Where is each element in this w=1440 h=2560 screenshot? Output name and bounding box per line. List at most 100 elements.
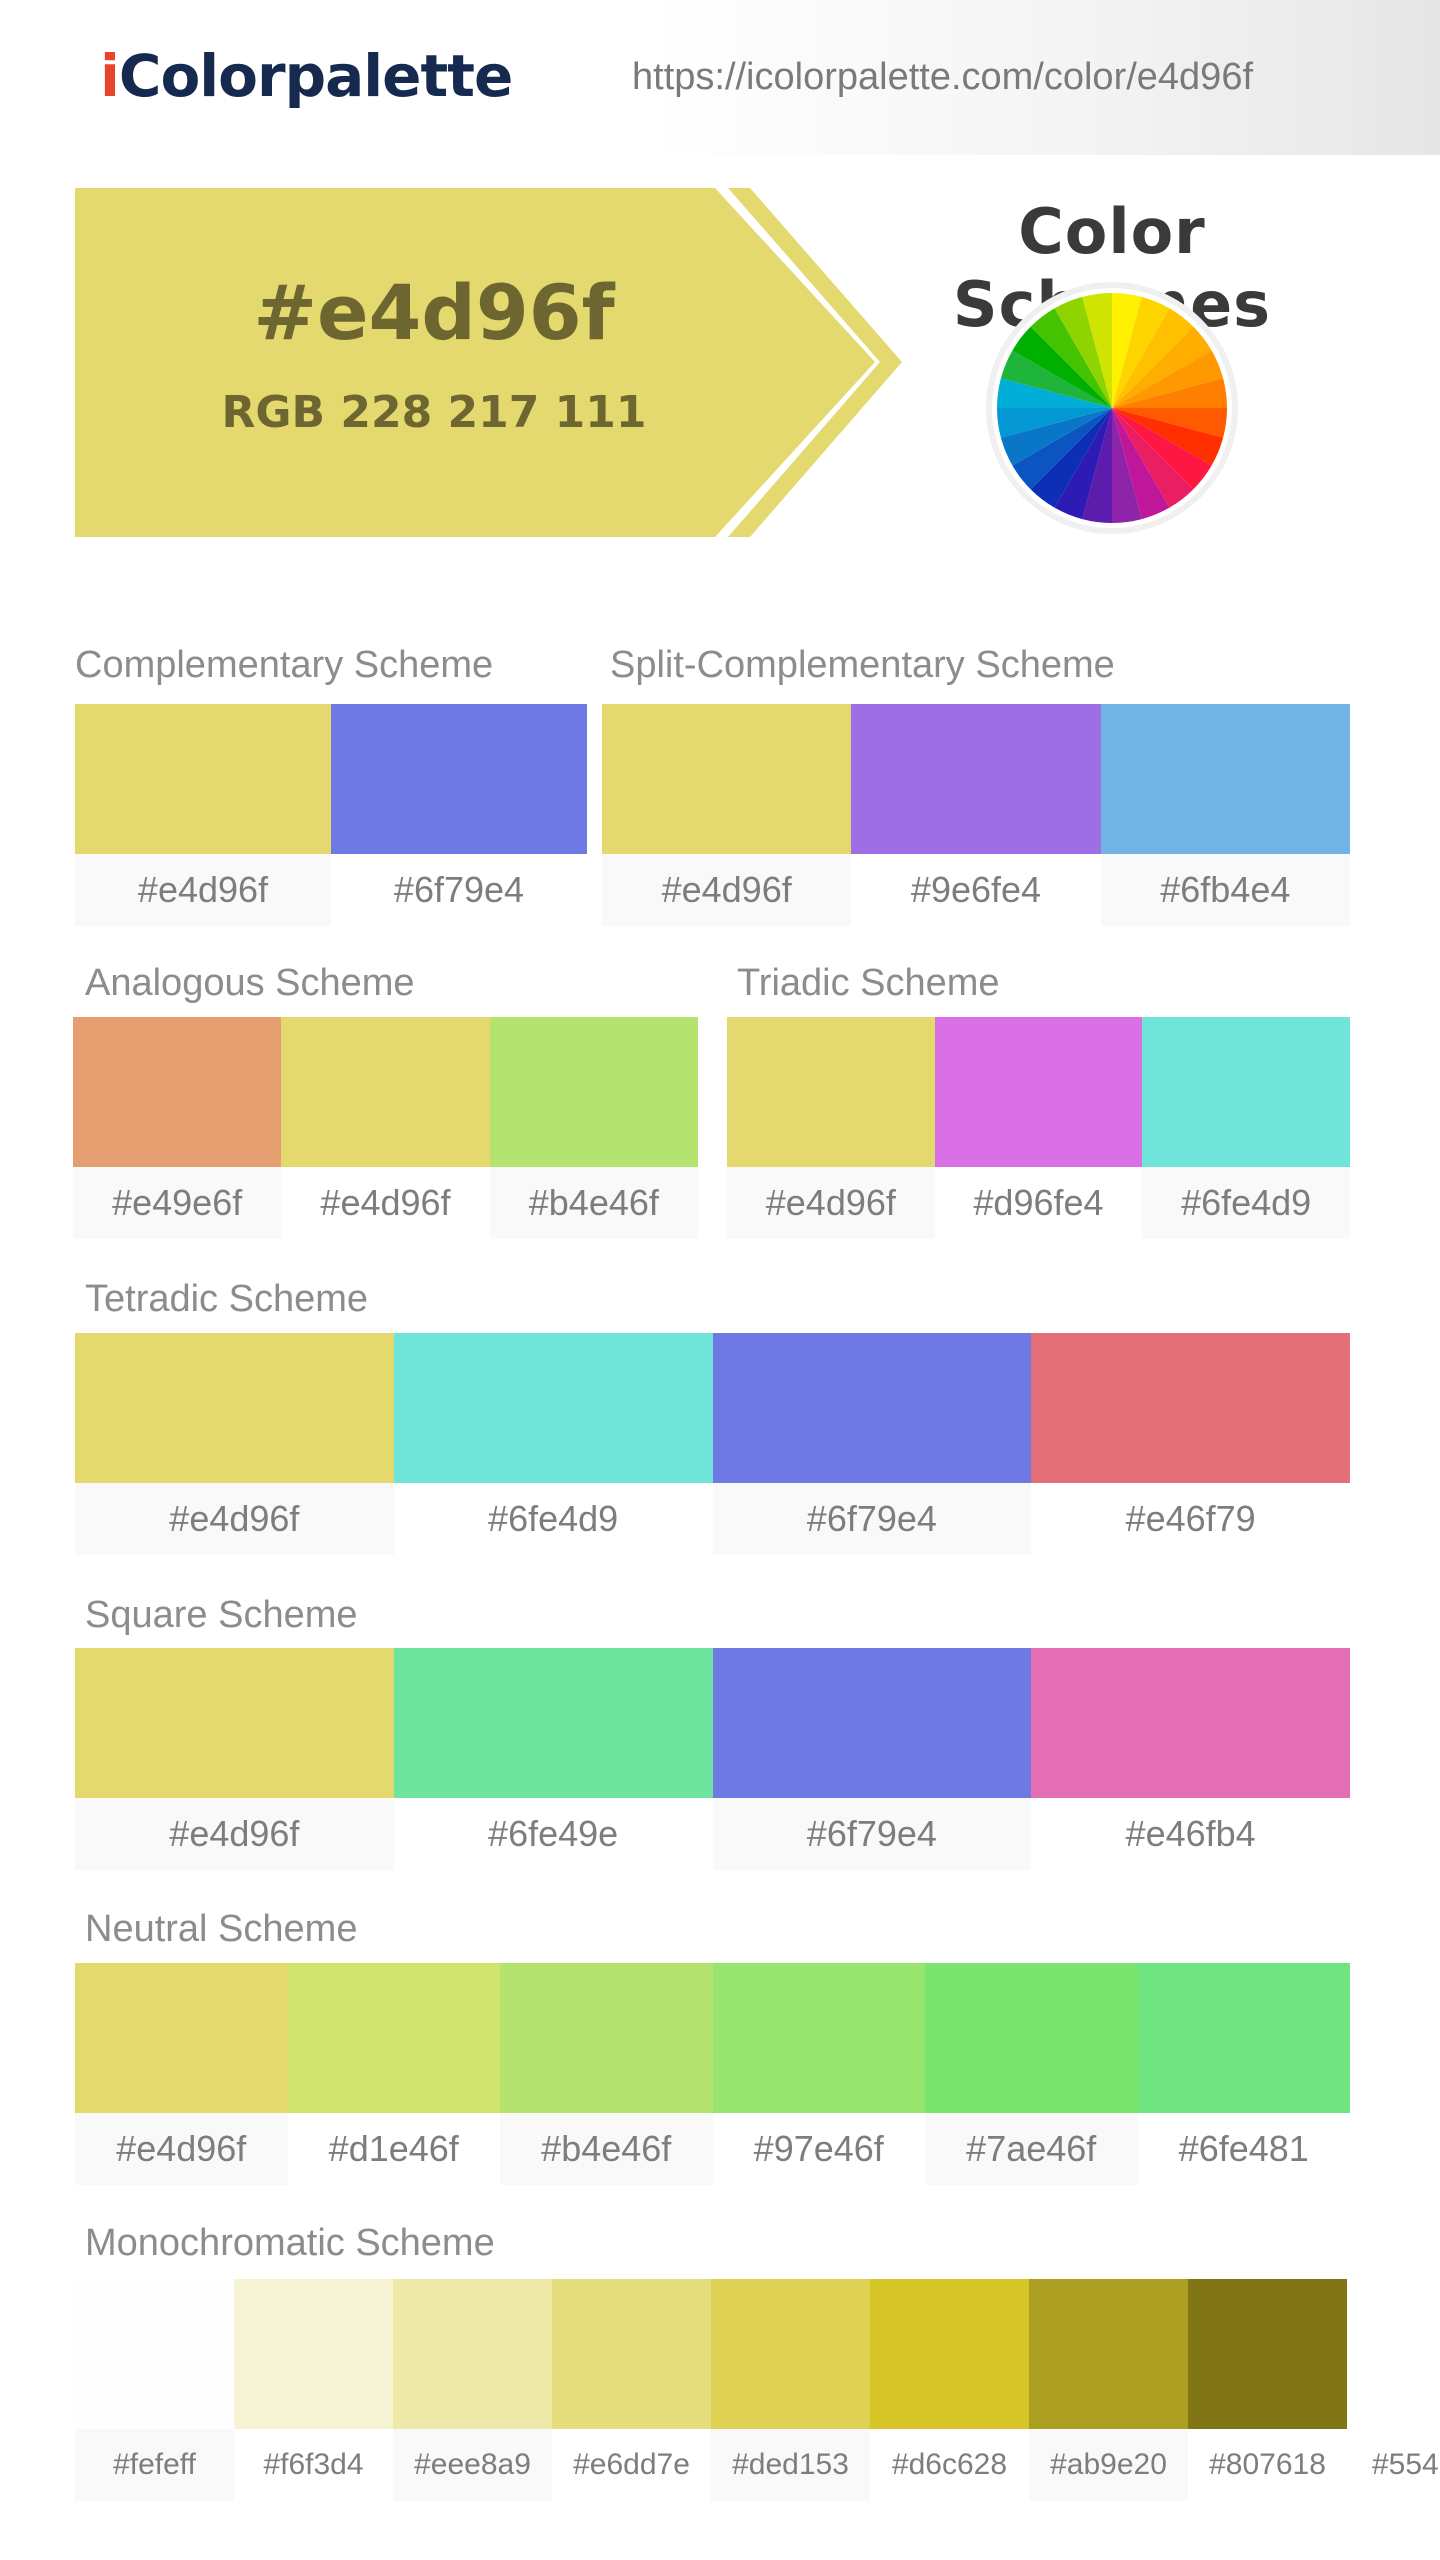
swatch-color-block[interactable] bbox=[75, 1333, 394, 1483]
swatch-hex-label: #6f79e4 bbox=[712, 1483, 1032, 1555]
color-swatch[interactable]: #e4d96f bbox=[75, 1333, 394, 1555]
color-wheel-segment bbox=[1112, 293, 1142, 408]
color-swatch[interactable]: #e4d96f bbox=[602, 704, 852, 926]
swatch-color-block[interactable] bbox=[1142, 1017, 1350, 1167]
swatch-color-block[interactable] bbox=[281, 1017, 490, 1167]
color-swatch[interactable]: #e46f79 bbox=[1031, 1333, 1350, 1555]
scheme-swatch-row: #e4d96f #9e6fe4 #6fb4e4 bbox=[602, 704, 1350, 926]
swatch-color-block[interactable] bbox=[934, 1017, 1143, 1167]
color-swatch[interactable]: #eee8a9 bbox=[393, 2279, 552, 2501]
color-swatch[interactable]: #6fb4e4 bbox=[1100, 704, 1350, 926]
scheme-swatch-row: #fefeff #f6f3d4 #eee8a9 #e6dd7e #ded153 #d6c6… bbox=[75, 2279, 1350, 2501]
color-swatch[interactable]: #d96fe4 bbox=[934, 1017, 1143, 1239]
color-wheel-segment bbox=[1012, 408, 1112, 490]
color-swatch[interactable]: #e6dd7e bbox=[552, 2279, 711, 2501]
color-swatch[interactable]: #f6f3d4 bbox=[234, 2279, 393, 2501]
color-wheel-segment bbox=[1000, 408, 1112, 466]
swatch-color-block[interactable] bbox=[75, 1963, 288, 2113]
color-wheel-segment bbox=[1112, 308, 1194, 408]
swatch-color-block[interactable] bbox=[727, 1017, 935, 1167]
swatch-color-block[interactable] bbox=[500, 1963, 713, 2113]
color-swatch[interactable]: #b4e46f bbox=[489, 1017, 698, 1239]
color-swatch[interactable]: #6f79e4 bbox=[712, 1333, 1032, 1555]
color-swatch[interactable]: #6fe4d9 bbox=[1142, 1017, 1350, 1239]
swatch-color-block[interactable] bbox=[489, 1017, 698, 1167]
color-swatch[interactable]: #e4d96f bbox=[75, 704, 331, 926]
swatch-color-block[interactable] bbox=[287, 1963, 500, 2113]
swatch-color-block[interactable] bbox=[1031, 1648, 1350, 1798]
color-swatch[interactable]: #e46fb4 bbox=[1031, 1648, 1350, 1870]
swatch-color-block[interactable] bbox=[331, 704, 587, 854]
color-swatch[interactable]: #fefeff bbox=[75, 2279, 234, 2501]
color-wheel-segment bbox=[1082, 408, 1112, 523]
color-swatch[interactable]: #ab9e20 bbox=[1029, 2279, 1188, 2501]
swatch-hex-label: #eee8a9 bbox=[393, 2429, 552, 2501]
swatch-color-block[interactable] bbox=[870, 2279, 1029, 2429]
swatch-hex-label: #d6c628 bbox=[891, 2448, 1008, 2481]
swatch-color-block[interactable] bbox=[1029, 2279, 1188, 2429]
color-swatch[interactable]: #6fe49e bbox=[393, 1648, 713, 1870]
color-swatch[interactable]: #7ae46f bbox=[925, 1963, 1138, 2185]
color-swatch[interactable]: #6fe4d9 bbox=[393, 1333, 713, 1555]
swatch-color-block[interactable] bbox=[75, 2279, 234, 2429]
swatch-color-block[interactable] bbox=[1137, 1963, 1350, 2113]
color-swatch[interactable]: #e49e6f bbox=[73, 1017, 282, 1239]
scheme-title: Neutral Scheme bbox=[85, 1908, 358, 1950]
scheme-title: Analogous Scheme bbox=[85, 962, 415, 1004]
color-swatch[interactable]: #6f79e4 bbox=[331, 704, 587, 926]
swatch-color-block[interactable] bbox=[234, 2279, 393, 2429]
swatch-color-block[interactable] bbox=[851, 704, 1101, 854]
scheme-title: Complementary Scheme bbox=[75, 644, 494, 686]
swatch-color-block[interactable] bbox=[1031, 1333, 1350, 1483]
color-swatch[interactable]: #d6c628 bbox=[870, 2279, 1029, 2501]
swatch-hex-label: #6fb4e4 bbox=[1100, 854, 1350, 926]
site-logo[interactable]: iColorpalette bbox=[100, 42, 513, 110]
swatch-hex-label: #e4d96f bbox=[75, 854, 331, 926]
color-wheel-segment bbox=[1112, 408, 1170, 520]
scheme-swatch-row: #e4d96f #6fe49e #6f79e4 #e46fb4 bbox=[75, 1648, 1350, 1870]
color-swatch[interactable]: #6fe481 bbox=[1137, 1963, 1350, 2185]
color-swatch[interactable]: #e4d96f bbox=[75, 1648, 394, 1870]
swatch-hex-label: #6f79e4 bbox=[393, 869, 525, 910]
hero-hex-code: #e4d96f bbox=[253, 268, 615, 357]
color-swatch[interactable]: #d1e46f bbox=[287, 1963, 500, 2185]
hero-color-block bbox=[75, 188, 875, 537]
swatch-color-block[interactable] bbox=[1188, 2279, 1347, 2429]
color-swatch[interactable]: #e4d96f bbox=[727, 1017, 935, 1239]
swatch-hex-label: #e4d96f bbox=[75, 1798, 394, 1870]
swatch-color-block[interactable] bbox=[73, 1017, 282, 1167]
color-swatch[interactable]: #e4d96f bbox=[75, 1963, 288, 2185]
color-swatch[interactable]: #e4d96f bbox=[281, 1017, 490, 1239]
color-swatch[interactable]: #b4e46f bbox=[500, 1963, 713, 2185]
swatch-hex-label: #ab9e20 bbox=[1029, 2429, 1188, 2501]
swatch-hex-label: #d96fe4 bbox=[973, 1182, 1104, 1223]
color-swatch[interactable]: #807618 bbox=[1188, 2279, 1347, 2501]
scheme-title: Split-Complementary Scheme bbox=[610, 644, 1115, 686]
scheme-swatch-row: #e49e6f #e4d96f #b4e46f bbox=[73, 1017, 698, 1239]
swatch-hex-label: #6fe481 bbox=[1178, 2128, 1309, 2169]
swatch-color-block[interactable] bbox=[75, 1648, 394, 1798]
color-swatch[interactable]: #6f79e4 bbox=[712, 1648, 1032, 1870]
swatch-color-block[interactable] bbox=[393, 1648, 713, 1798]
color-swatch[interactable]: #97e46f bbox=[712, 1963, 925, 2185]
swatch-color-block[interactable] bbox=[711, 2279, 870, 2429]
color-swatch[interactable]: #9e6fe4 bbox=[851, 704, 1101, 926]
swatch-color-block[interactable] bbox=[393, 2279, 552, 2429]
color-wheel-segment bbox=[1112, 408, 1227, 438]
swatch-color-block[interactable] bbox=[75, 704, 331, 854]
color-schemes-heading: Color Schemes bbox=[953, 195, 1270, 341]
swatch-color-block[interactable] bbox=[925, 1963, 1138, 2113]
swatch-color-block[interactable] bbox=[712, 1963, 925, 2113]
page-url[interactable]: https://icolorpalette.com/color/e4d96f bbox=[632, 56, 1254, 98]
color-swatch[interactable]: #ded153 bbox=[711, 2279, 870, 2501]
swatch-color-block[interactable] bbox=[393, 1333, 713, 1483]
swatch-color-block[interactable] bbox=[602, 704, 852, 854]
swatch-color-block[interactable] bbox=[712, 1333, 1032, 1483]
scheme-swatch-row: #e4d96f #6f79e4 bbox=[75, 704, 587, 926]
logo-i: i bbox=[100, 42, 120, 110]
swatch-hex-label: #e4d96f bbox=[727, 1167, 935, 1239]
color-wheel-segment bbox=[997, 408, 1112, 438]
swatch-color-block[interactable] bbox=[1100, 704, 1350, 854]
swatch-color-block[interactable] bbox=[552, 2279, 711, 2429]
swatch-color-block[interactable] bbox=[712, 1648, 1032, 1798]
